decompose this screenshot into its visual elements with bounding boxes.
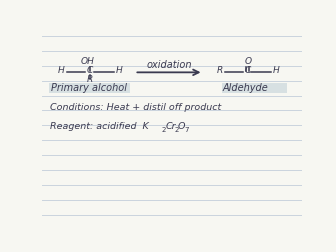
Text: 7: 7 <box>184 127 189 133</box>
Text: 2: 2 <box>161 127 166 133</box>
Bar <box>222 83 287 93</box>
Text: Cr: Cr <box>165 122 176 131</box>
Text: O: O <box>178 122 185 131</box>
Text: Primary alcohol: Primary alcohol <box>51 83 127 93</box>
Text: Aldehyde: Aldehyde <box>223 83 269 93</box>
Text: OH: OH <box>81 57 94 66</box>
Text: H: H <box>116 66 122 75</box>
Bar <box>49 83 130 93</box>
Text: R: R <box>87 75 93 84</box>
Text: O: O <box>244 57 251 66</box>
Text: oxidation: oxidation <box>146 60 192 70</box>
Text: 2: 2 <box>174 127 179 133</box>
Text: C: C <box>244 66 251 75</box>
Text: C: C <box>87 66 93 75</box>
Text: H: H <box>58 66 65 75</box>
Text: R: R <box>217 66 223 75</box>
Text: H: H <box>273 66 280 75</box>
Text: Conditions: Heat + distil off product: Conditions: Heat + distil off product <box>50 103 221 112</box>
Text: Reagent: acidified  K: Reagent: acidified K <box>50 122 149 131</box>
